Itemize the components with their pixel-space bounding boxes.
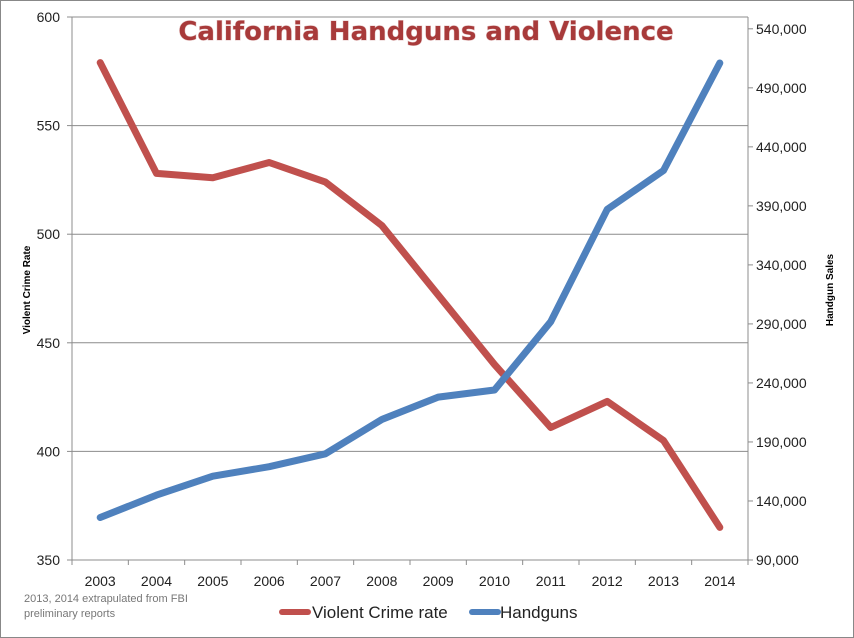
legend-label-violent-crime: Violent Crime rate [312, 603, 448, 622]
y2-tick-label: 440,000 [756, 139, 807, 155]
x-tick-label: 2005 [197, 573, 228, 589]
y2-tick-label: 390,000 [756, 198, 807, 214]
y2-tick-label: 190,000 [756, 434, 807, 450]
y-axis-title: Violent Crime Rate [22, 245, 33, 334]
chart-title: California Handguns and Violence [178, 17, 673, 47]
x-tick-label: 2008 [366, 573, 397, 589]
x-tick-label: 2007 [310, 573, 341, 589]
x-tick-label: 2013 [648, 573, 679, 589]
x-tick-label: 2004 [141, 573, 172, 589]
y-tick-label: 500 [37, 226, 61, 242]
y2-tick-label: 240,000 [756, 375, 807, 391]
y2-axis-title: Handgun Sales [825, 253, 836, 326]
y2-tick-label: 140,000 [756, 493, 807, 509]
y2-tick-label: 90,000 [756, 552, 799, 568]
series-lines [96, 59, 724, 531]
y-tick-label: 400 [37, 443, 61, 459]
series-line-violent-crime [96, 59, 724, 531]
gridlines [72, 16, 748, 452]
y2-tick-label: 490,000 [756, 80, 807, 96]
legend: Violent Crime rate Handguns [279, 603, 578, 622]
footnote-line-1: 2013, 2014 extrapulated from FBI [24, 593, 188, 605]
y-tick-label: 550 [37, 118, 61, 134]
x-tick-label: 2010 [479, 573, 510, 589]
x-tick-label: 2014 [704, 573, 735, 589]
y2-tick-label: 340,000 [756, 257, 807, 273]
axes: 350 400 450 500 550 600 90,000 140,000 190,000 24… [37, 9, 807, 589]
y-tick-label: 450 [37, 335, 61, 351]
x-tick-label: 2011 [536, 573, 566, 589]
x-tick-label: 2012 [592, 573, 623, 589]
x-tick-label: 2003 [85, 573, 116, 589]
y-tick-label: 350 [37, 552, 61, 568]
x-tick-label: 2006 [254, 573, 285, 589]
series-line-handguns [96, 59, 724, 521]
y2-tick-label: 540,000 [756, 21, 807, 37]
y2-tick-label: 290,000 [756, 316, 807, 332]
x-tick-label: 2009 [423, 573, 454, 589]
y-tick-label: 600 [37, 9, 61, 25]
footnote-line-2: preliminary reports [24, 608, 116, 620]
legend-label-handguns: Handguns [500, 603, 578, 622]
